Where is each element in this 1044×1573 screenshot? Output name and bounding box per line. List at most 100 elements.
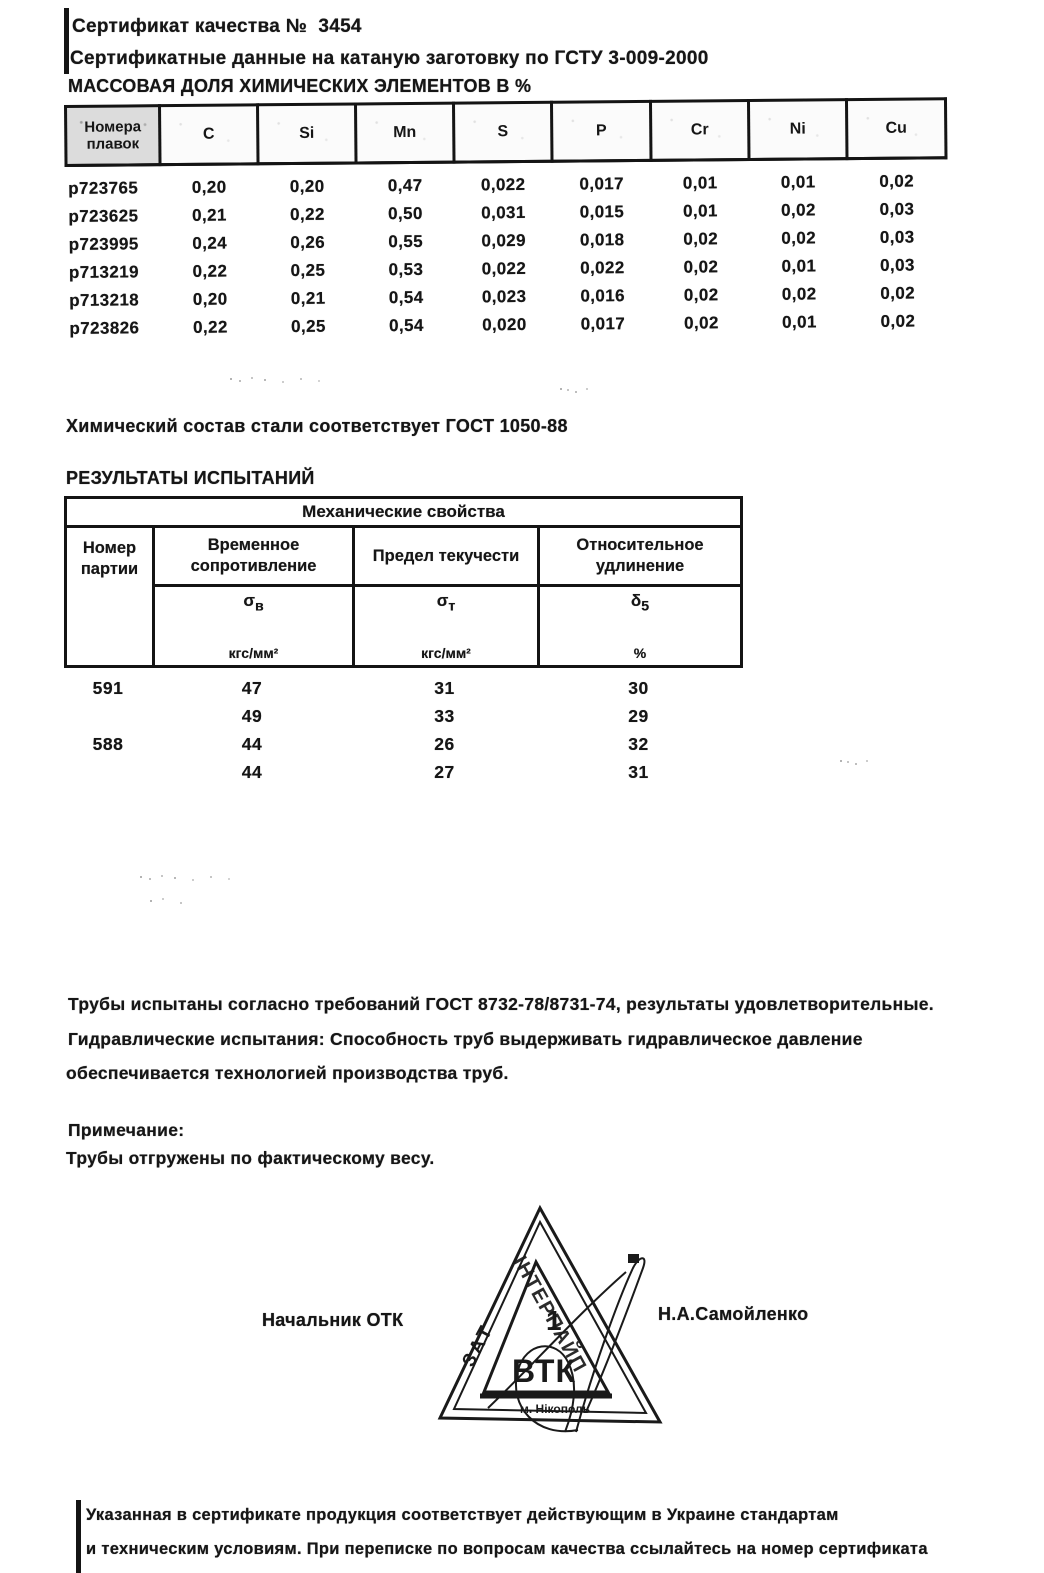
sigma-b-symbol: σв	[243, 591, 264, 615]
stamp-number: 1	[546, 1305, 562, 1336]
chem-value: 0,20	[191, 177, 227, 197]
hydraulic-test-statement-cont: обеспечивается технологией производства …	[66, 1063, 509, 1083]
chem-value: 0,54	[389, 315, 424, 336]
melt-number: p723995	[68, 234, 139, 254]
chem-value: 0,01	[682, 173, 718, 193]
footer-line-1: Указанная в сертификате продукция соотве…	[86, 1506, 839, 1524]
melt-number: p713218	[69, 290, 140, 310]
mech-span-header: Механические свойства	[63, 496, 744, 528]
mech-header-row: Номер партии Временное сопротивление Пре…	[64, 525, 744, 668]
signature-scribble	[487, 1257, 646, 1433]
mech-value: 27	[434, 762, 455, 782]
mech-units-row: σв кгс/мм² σт кгс/мм² δ5 %	[66, 584, 744, 668]
chem-value: 0,015	[579, 202, 625, 222]
vtk-stamp: ЗАТ ІНТЕРПАЙП 1 ВТК м. Нікополь	[437, 1204, 663, 1433]
mech-value: 47	[241, 678, 263, 698]
chem-value: 0,26	[290, 232, 326, 253]
mech-header-batch: Номер партии	[64, 525, 155, 668]
scan-noise	[840, 760, 842, 762]
mech-unit-cell: σт кгс/мм²	[352, 584, 540, 668]
otk-chief-label: Начальник ОТК	[262, 1310, 404, 1330]
chem-value: 0,017	[580, 314, 626, 334]
hydraulic-test-statement: Гидравлические испытания: Способность тр…	[68, 1029, 863, 1049]
chem-value: 0,02	[683, 257, 719, 277]
melt-number: p723625	[68, 206, 139, 226]
test-results-title: РЕЗУЛЬТАТЫ ИСПЫТАНИЙ	[66, 468, 315, 488]
chem-header-element: Mn	[355, 103, 455, 163]
chem-value: 0,022	[480, 174, 526, 195]
chem-header-row: Номера плавок C Si Mn S P Cr Ni Cu	[65, 98, 946, 166]
footer-line-2: и техническим условиям. При переписке по…	[86, 1540, 928, 1558]
note-title: Примечание:	[68, 1120, 185, 1140]
mech-unit-cell: σв кгс/мм²	[152, 584, 355, 668]
sigma-t-symbol: σт	[436, 591, 456, 615]
mech-value: 26	[434, 734, 455, 754]
chem-value: 0,21	[192, 205, 227, 225]
chem-value: 0,03	[880, 255, 915, 275]
certificate-subtitle: Сертификатные данные на катаную заготовк…	[70, 48, 709, 69]
mech-value: 30	[628, 678, 649, 698]
unit-label: %	[633, 645, 647, 661]
chem-value: 0,01	[683, 201, 718, 221]
chem-value: 0,21	[290, 288, 326, 309]
mech-value: 31	[628, 762, 649, 782]
chem-value: 0,55	[388, 231, 424, 252]
stamp-org-type: ЗАТ	[458, 1321, 498, 1371]
chem-value: 0,02	[880, 311, 916, 331]
chem-value: 0,54	[388, 287, 424, 308]
batch-number	[64, 706, 152, 734]
chem-header-element: P	[551, 101, 652, 162]
chem-value: 0,022	[481, 258, 527, 279]
melt-number: p713219	[68, 262, 139, 282]
chem-value: 0,03	[879, 199, 915, 219]
unit-label: кгс/мм²	[228, 645, 279, 661]
melt-number: p723765	[68, 178, 139, 198]
stamp-outer-triangle-inner-line	[452, 1219, 648, 1415]
signer-name: Н.А.Самойленко	[658, 1304, 809, 1324]
pipes-tested-statement: Трубы испытаны согласно требований ГОСТ …	[68, 994, 934, 1014]
scan-noise	[150, 900, 152, 902]
mech-value: 29	[628, 706, 649, 726]
chem-value: 0,023	[481, 286, 527, 307]
chem-header-element: C	[159, 104, 259, 165]
chem-value: 0,25	[291, 316, 326, 337]
mech-value: 31	[434, 678, 455, 698]
chem-value: 0,22	[290, 204, 325, 225]
chem-value: 0,47	[387, 175, 423, 196]
stamp-inner-triangle	[481, 1258, 611, 1394]
chem-value: 0,022	[580, 258, 625, 278]
mechanical-properties-table: Механические свойства Номер партии Време…	[63, 496, 744, 668]
chem-value: 0,031	[481, 202, 526, 223]
chem-value: 0,20	[289, 176, 325, 197]
batch-number: 588	[92, 734, 124, 754]
mech-header-yield: Предел текучести	[352, 525, 540, 587]
chem-value: 0,02	[683, 229, 719, 249]
melt-number: p723826	[69, 318, 140, 338]
chem-header-element: Cu	[846, 98, 946, 159]
chem-value: 0,02	[684, 313, 719, 333]
chem-value: 0,018	[579, 230, 625, 250]
chem-value: 0,020	[482, 314, 527, 335]
chem-value: 0,01	[780, 172, 816, 192]
chem-value: 0,016	[580, 286, 626, 306]
scan-noise	[140, 876, 142, 878]
mech-value: 44	[241, 734, 263, 754]
signature-pen-mark	[628, 1254, 639, 1263]
chemical-composition-table: Номера плавок C Si Mn S P Cr Ni Cu p7237…	[64, 97, 949, 343]
chem-value: 0,53	[388, 259, 424, 280]
stamp-city: м. Нікополь	[520, 1402, 590, 1416]
chem-value: 0,017	[579, 174, 625, 194]
chem-value: 0,22	[192, 261, 228, 281]
chem-value: 0,029	[481, 230, 527, 251]
chem-value: 0,02	[781, 228, 817, 248]
mech-value: 33	[434, 706, 455, 726]
chem-section-title: МАССОВАЯ ДОЛЯ ХИМИЧЕСКИХ ЭЛЕМЕНТОВ В %	[68, 76, 532, 96]
chem-value: 0,01	[781, 312, 817, 332]
mech-results-grid: 591 47 31 30 49 33 29 588 44 26 32 44 27…	[64, 678, 740, 790]
chem-value: 0,20	[192, 289, 228, 309]
chem-header-element: Cr	[650, 100, 750, 161]
stamp-outer-triangle	[437, 1204, 663, 1424]
scan-noise	[230, 378, 232, 380]
chem-value: 0,02	[879, 171, 915, 191]
